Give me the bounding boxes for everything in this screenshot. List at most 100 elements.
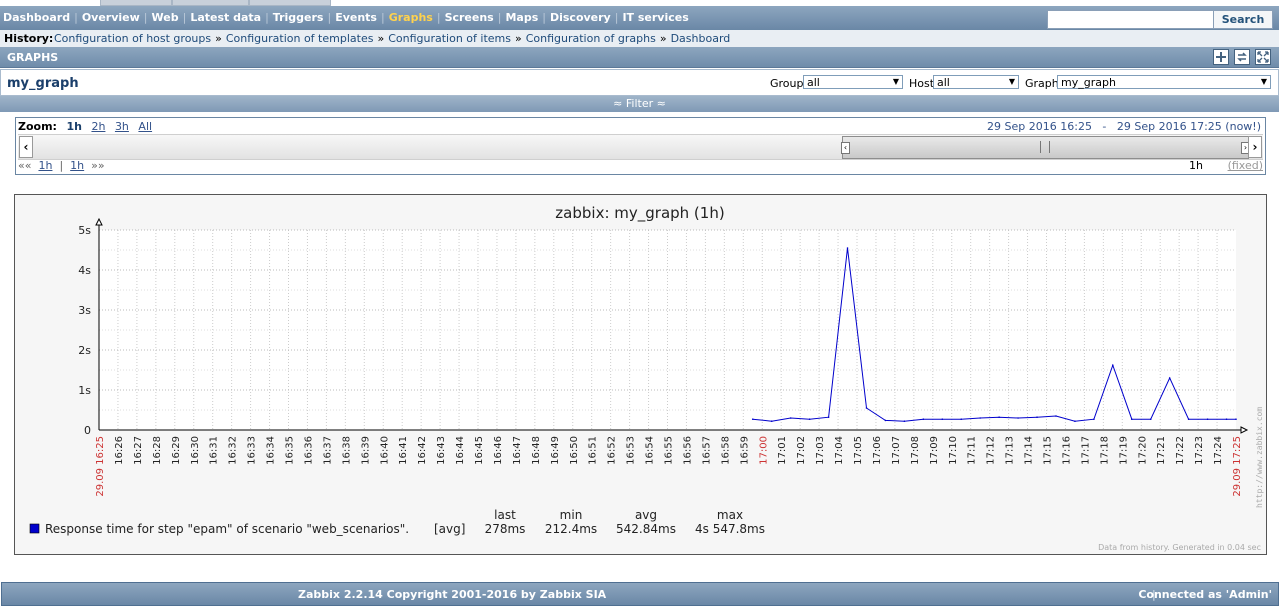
series-point — [1093, 418, 1095, 420]
menu-item-maps[interactable]: Maps — [505, 11, 539, 24]
x-tick-label: 16:33 — [247, 436, 258, 465]
x-tick-label: 16:39 — [360, 436, 371, 465]
menu-item-overview[interactable]: Overview — [81, 11, 140, 24]
x-tick-label: 17:04 — [834, 436, 845, 465]
group-label: Group — [770, 77, 804, 90]
series-point — [1036, 416, 1038, 418]
graph-selector-bar: my_graph Group all ▼ Host all ▼ Graph my… — [0, 69, 1279, 96]
graph-name: my_graph — [7, 76, 79, 91]
series-point — [1130, 418, 1133, 420]
nav-forward-link[interactable]: 1h — [70, 159, 85, 172]
series-point — [789, 417, 792, 419]
breadcrumb-link[interactable]: Configuration of templates — [225, 32, 374, 45]
menu-item-latest-data[interactable]: Latest data — [190, 11, 262, 24]
double-chevron-up-icon: ≈ — [613, 97, 623, 110]
series-point — [979, 417, 981, 419]
legend-value: 4s 547.8ms — [695, 522, 765, 536]
x-tick-label: 16:58 — [720, 436, 731, 465]
series-point — [808, 418, 811, 420]
x-tick-label: 17:13 — [1005, 436, 1016, 465]
graph-label: Graph — [1025, 77, 1059, 90]
scroll-right-button[interactable]: › — [1248, 136, 1262, 158]
search-button[interactable]: Search — [1213, 10, 1273, 29]
y-tick-label: 5s — [78, 224, 91, 237]
x-tick-label: 16:26 — [114, 436, 125, 465]
breadcrumb: Configuration of host groups» Configurati… — [54, 32, 730, 45]
menu-item-graphs[interactable]: Graphs — [388, 11, 433, 24]
menu-item-dashboard[interactable]: Dashboard — [3, 11, 71, 24]
x-tick-label: 17:15 — [1043, 436, 1054, 465]
x-tick-label: 17:08 — [910, 436, 921, 465]
top-tab[interactable] — [100, 0, 172, 6]
top-tab[interactable] — [249, 0, 331, 6]
x-tick-label: 16:38 — [341, 436, 352, 465]
series-point — [1074, 420, 1076, 422]
search-input[interactable] — [1047, 10, 1218, 29]
menu-separator: | — [614, 11, 619, 24]
menu-separator: | — [497, 11, 502, 24]
footer-separator: | — [1152, 588, 1156, 601]
x-tick-label: 16:48 — [531, 436, 542, 465]
nav-back-link[interactable]: 1h — [38, 159, 53, 172]
period-value: 1h — [1189, 159, 1203, 172]
chevron-right-icon: › — [1252, 140, 1258, 154]
plus-icon — [1216, 52, 1226, 62]
zoom-option[interactable]: 3h — [114, 120, 129, 133]
series-point — [827, 416, 830, 418]
host-select[interactable]: all ▼ — [933, 75, 1019, 89]
x-tick-label: 16:30 — [190, 436, 201, 465]
top-tab[interactable] — [172, 0, 249, 6]
menu-item-web[interactable]: Web — [151, 11, 179, 24]
timeline-scrollbar[interactable]: ‹ ‹ › › — [18, 134, 1263, 160]
fullscreen-button[interactable] — [1255, 49, 1271, 65]
graph-panel: zabbix: my_graph (1h) 0 1s 2s 3s 4s 5s 29.09 16… — [14, 194, 1267, 555]
breadcrumb-link[interactable]: Dashboard — [670, 32, 731, 45]
connected-user: Connected as 'Admin' — [1138, 588, 1272, 601]
period-slider[interactable]: ‹ › — [841, 136, 1250, 159]
x-tick-label-end: 29.09 17:25 — [1232, 436, 1243, 497]
series-point — [1168, 377, 1171, 379]
breadcrumb-separator: » — [377, 32, 385, 45]
breadcrumb-link[interactable]: Configuration of graphs — [525, 32, 656, 45]
legend-swatch — [29, 523, 40, 534]
menu-item-it-services[interactable]: IT services — [622, 11, 689, 24]
zoom-option[interactable]: All — [138, 120, 153, 133]
graph-select[interactable]: my_graph ▼ — [1057, 75, 1271, 89]
x-tick-label: 17:19 — [1118, 436, 1129, 465]
series-point — [1206, 418, 1209, 420]
generation-note: Data from history. Generated in 0.04 sec — [1098, 543, 1261, 552]
x-tick-label: 17:20 — [1137, 436, 1148, 465]
x-tick-label: 16:46 — [493, 436, 504, 465]
series-point — [1112, 364, 1114, 366]
refresh-button[interactable] — [1234, 49, 1250, 65]
menu-item-triggers[interactable]: Triggers — [272, 11, 324, 24]
x-tick-label: 17:09 — [929, 436, 940, 465]
zoom-option[interactable]: 2h — [91, 120, 106, 133]
nav-prev[interactable]: «« — [18, 159, 32, 172]
slider-left-handle[interactable]: ‹ — [841, 142, 850, 154]
x-tick-label: 17:22 — [1175, 436, 1186, 465]
series-point — [751, 418, 754, 420]
menu-item-events[interactable]: Events — [335, 11, 377, 24]
watermark: http://www.zabbix.com — [1255, 407, 1264, 508]
group-select-value: all — [807, 76, 820, 89]
fixed-toggle[interactable]: (fixed) — [1227, 159, 1263, 172]
x-tick-label: 16:51 — [588, 436, 599, 465]
menu-item-screens[interactable]: Screens — [444, 11, 494, 24]
menu-separator: | — [327, 11, 332, 24]
add-to-favourites-button[interactable] — [1213, 49, 1229, 65]
breadcrumb-link[interactable]: Configuration of host groups — [54, 32, 212, 45]
series-point — [846, 247, 849, 249]
x-tick-label: 16:41 — [398, 436, 409, 465]
nav-next[interactable]: »» — [91, 159, 105, 172]
group-select[interactable]: all ▼ — [803, 75, 903, 89]
x-tick-label: 17:18 — [1099, 436, 1110, 465]
x-axis-arrow — [1240, 426, 1249, 434]
x-tick-label: 17:06 — [872, 436, 883, 465]
x-tick-label: 17:00 — [758, 436, 769, 465]
breadcrumb-link[interactable]: Configuration of items — [388, 32, 511, 45]
menu-item-discovery[interactable]: Discovery — [549, 11, 611, 24]
scroll-left-button[interactable]: ‹ — [19, 136, 33, 158]
filter-toggle[interactable]: ≈ Filter ≈ — [0, 96, 1279, 112]
x-tick-label: 16:35 — [285, 436, 296, 465]
